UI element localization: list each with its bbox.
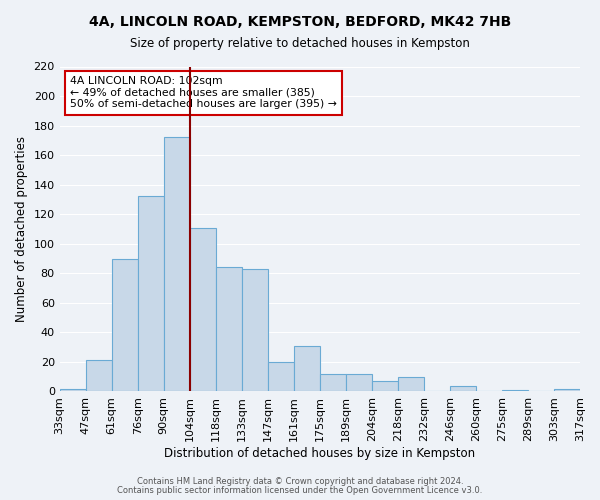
Bar	[164, 138, 190, 392]
Bar	[86, 360, 112, 392]
Bar	[450, 386, 476, 392]
Text: Size of property relative to detached houses in Kempston: Size of property relative to detached ho…	[130, 38, 470, 51]
Text: Contains public sector information licensed under the Open Government Licence v3: Contains public sector information licen…	[118, 486, 482, 495]
Bar	[138, 196, 164, 392]
Text: 4A LINCOLN ROAD: 102sqm
← 49% of detached houses are smaller (385)
50% of semi-d: 4A LINCOLN ROAD: 102sqm ← 49% of detache…	[70, 76, 337, 110]
Text: Contains HM Land Registry data © Crown copyright and database right 2024.: Contains HM Land Registry data © Crown c…	[137, 477, 463, 486]
Y-axis label: Number of detached properties: Number of detached properties	[15, 136, 28, 322]
Bar	[294, 346, 320, 392]
Bar	[268, 362, 294, 392]
Bar	[242, 269, 268, 392]
Bar	[554, 388, 580, 392]
Bar	[216, 268, 242, 392]
Bar	[59, 388, 86, 392]
Bar	[112, 258, 138, 392]
Bar	[398, 376, 424, 392]
Text: 4A, LINCOLN ROAD, KEMPSTON, BEDFORD, MK42 7HB: 4A, LINCOLN ROAD, KEMPSTON, BEDFORD, MK4…	[89, 15, 511, 29]
X-axis label: Distribution of detached houses by size in Kempston: Distribution of detached houses by size …	[164, 447, 475, 460]
Bar	[502, 390, 528, 392]
Bar	[372, 381, 398, 392]
Bar	[320, 374, 346, 392]
Bar	[346, 374, 372, 392]
Bar	[190, 228, 216, 392]
